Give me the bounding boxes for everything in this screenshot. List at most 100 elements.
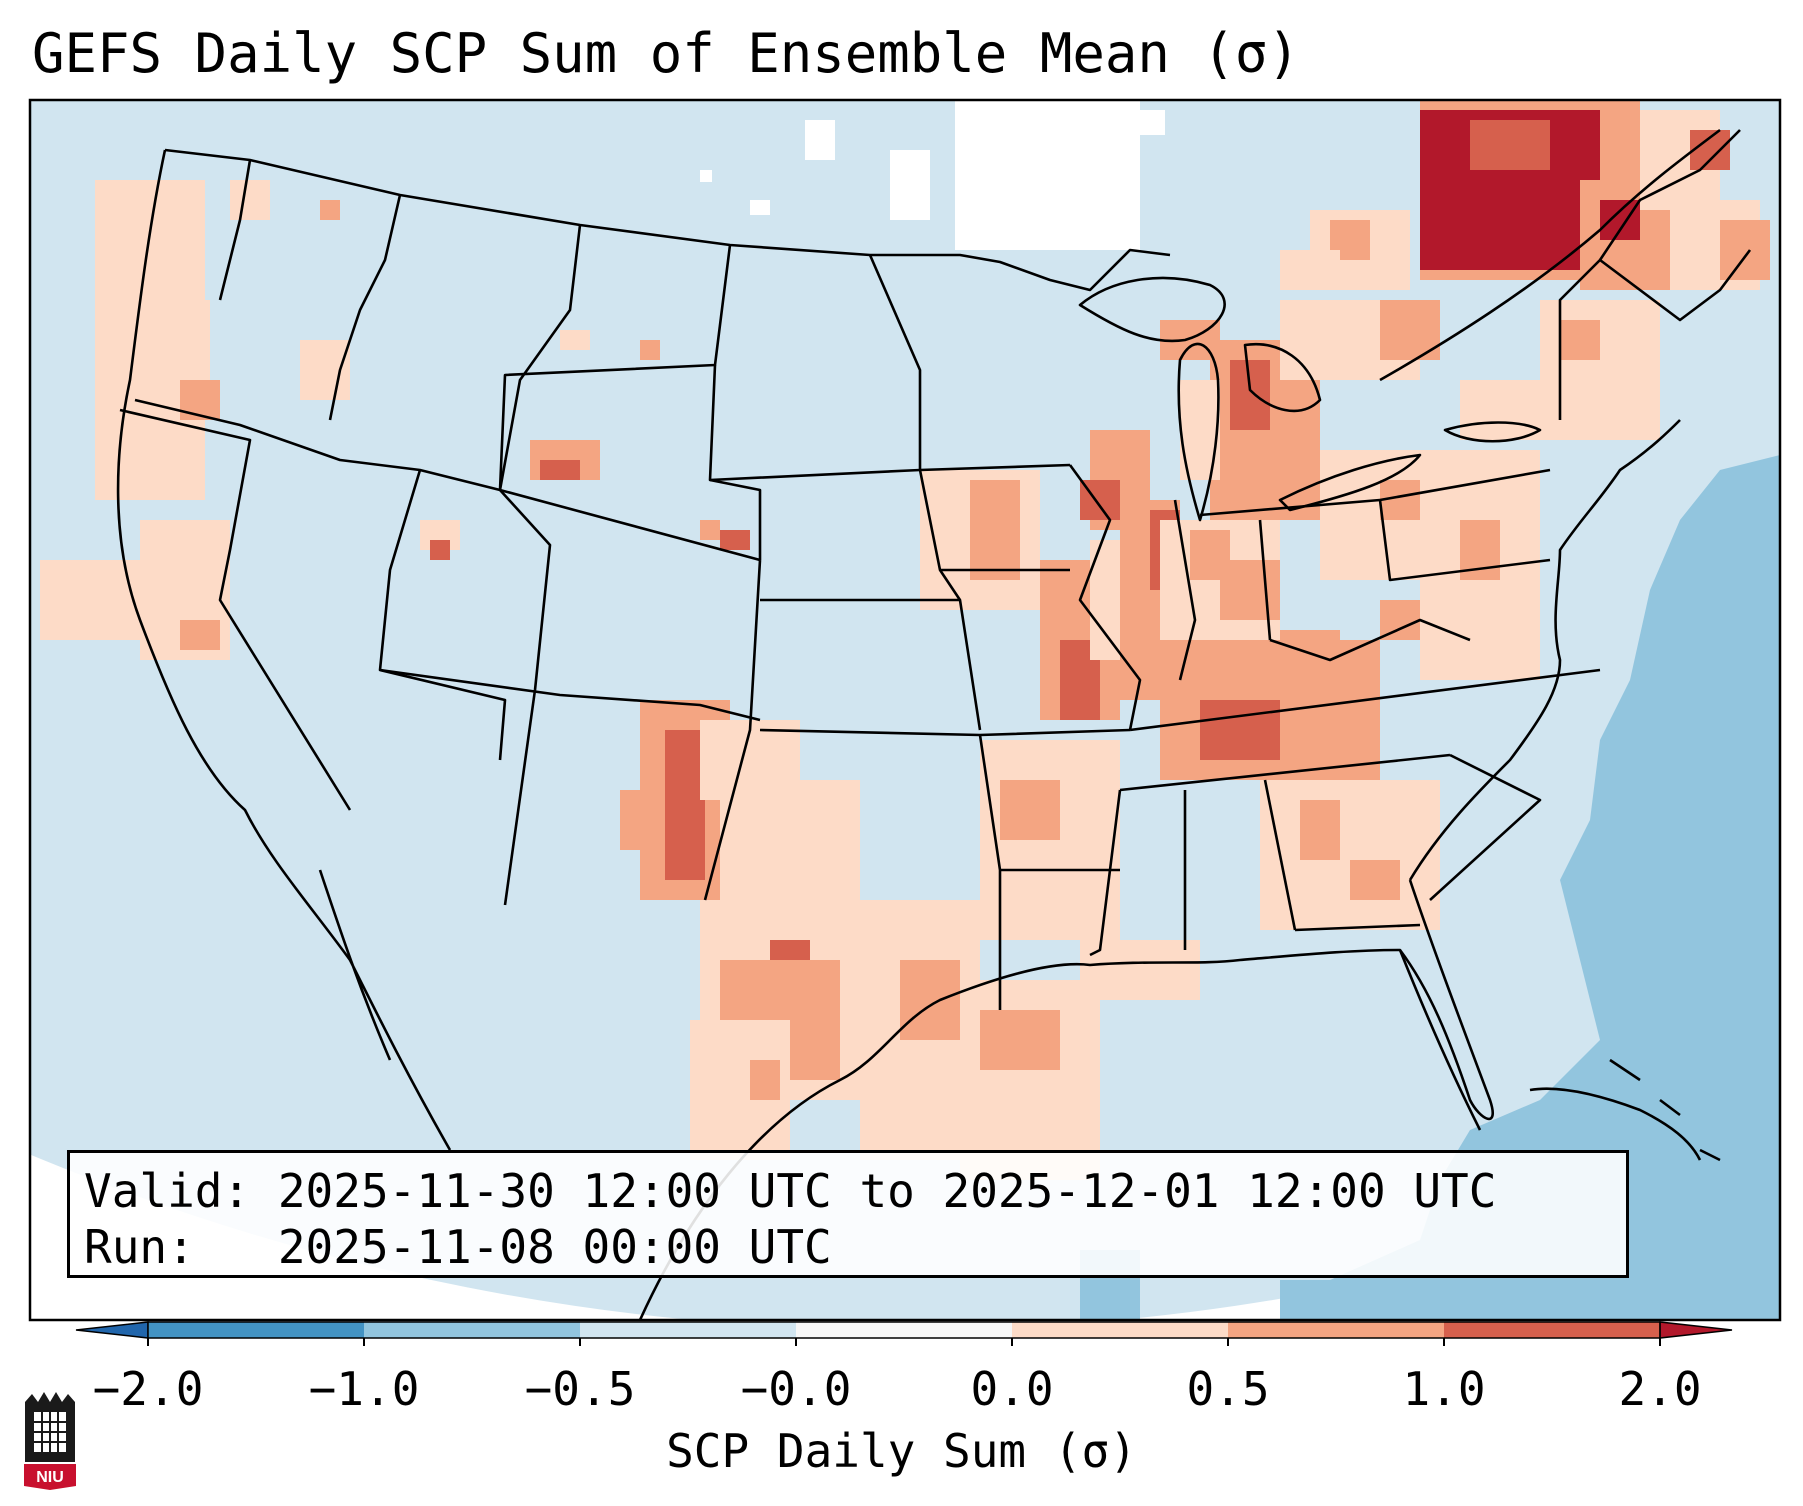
state-boundary — [328, 194, 402, 421]
colorbar-bin — [364, 1322, 580, 1338]
logo-text: NIU — [36, 1469, 64, 1486]
gulf-coastline — [638, 879, 1494, 1320]
state-boundary — [1089, 789, 1122, 957]
state-boundary — [1378, 499, 1551, 582]
state-boundary — [218, 159, 252, 301]
near-zero-patch — [955, 100, 1140, 250]
state-boundary — [1258, 519, 1272, 641]
colorbar-tick-label: −0.5 — [524, 1362, 636, 1416]
anomaly-patch — [700, 520, 720, 540]
canada-border — [164, 148, 1171, 292]
near-zero-patch — [700, 170, 712, 182]
logo-shield — [24, 1464, 76, 1490]
colorbar-bin — [148, 1322, 364, 1338]
anomaly-patch — [1300, 800, 1340, 860]
anomaly-patch — [970, 480, 1020, 580]
state-boundary — [498, 244, 732, 491]
anomaly-patch — [900, 960, 960, 1040]
colorbar-over-arrow — [1659, 1321, 1733, 1339]
map-frame — [28, 98, 1782, 1322]
anomaly-patch — [1380, 600, 1420, 640]
pacific-coastline — [116, 149, 352, 961]
anomaly-patch — [560, 330, 590, 350]
atlantic-negative-area — [1330, 455, 1780, 1320]
colorbar-tick-label: −2.0 — [92, 1362, 204, 1416]
anomaly-patch — [230, 180, 270, 220]
anomaly-patch — [150, 300, 210, 390]
projection-disc — [30, 100, 1780, 1320]
colorbar-bin — [1444, 1322, 1660, 1338]
state-boundary — [1269, 618, 1471, 662]
anomaly-patch — [1080, 940, 1200, 1000]
anomaly-patch — [1600, 200, 1640, 240]
anomaly-patch — [40, 560, 140, 640]
anomaly-patch — [430, 540, 450, 560]
state-boundary — [1429, 753, 1542, 901]
florida-coastline — [1398, 949, 1482, 1131]
colorbar-under-arrow — [75, 1321, 149, 1339]
atlantic-coastline — [1408, 419, 1681, 881]
anomaly-patch — [320, 200, 340, 220]
colorbar-tick-label: −0.0 — [740, 1362, 852, 1416]
colorbar-bin — [1228, 1322, 1444, 1338]
anomaly-patch — [665, 730, 705, 880]
state-boundary — [1173, 499, 1197, 681]
state-boundary — [1068, 464, 1142, 731]
state-boundary — [1263, 779, 1297, 931]
run-time: Run: 2025-11-08 00:00 UTC — [84, 1220, 832, 1274]
anomaly-patch — [1220, 560, 1280, 620]
lake-michigan — [1177, 342, 1220, 522]
logo-grid — [34, 1412, 66, 1452]
state-boundary — [708, 364, 762, 560]
state-boundary — [134, 398, 501, 492]
niu-logo: NIU — [24, 1392, 76, 1490]
bahamas-coastline — [1609, 1058, 1721, 1162]
coastlines-borders — [116, 128, 1752, 1320]
lake-huron — [1243, 342, 1322, 413]
state-boundary — [499, 488, 761, 562]
anomaly-patch — [180, 380, 220, 420]
anomaly-patch — [1200, 700, 1280, 760]
near-zero-patch — [750, 200, 770, 215]
anomaly-patch — [180, 620, 220, 650]
state-boundary — [1119, 753, 1451, 792]
lake-erie — [1278, 453, 1422, 512]
near-zero-areas — [700, 100, 1620, 250]
lake-ontario — [1443, 421, 1542, 443]
anomaly-patch — [540, 460, 580, 480]
valid-time: Valid: 2025-11-30 12:00 UTC to 2025-12-0… — [84, 1164, 1497, 1218]
anomaly-patch — [1350, 860, 1400, 900]
lake-superior — [1078, 276, 1226, 343]
anomaly-patch — [1260, 780, 1440, 930]
baja-coastline — [318, 869, 452, 1151]
state-boundary — [379, 668, 761, 722]
anomaly-patch — [1000, 780, 1060, 840]
colorbar-tick-label: 0.0 — [970, 1362, 1054, 1416]
anomaly-patch — [980, 1010, 1060, 1070]
anomaly-patch — [1470, 120, 1550, 170]
state-boundary — [703, 559, 762, 901]
anomaly-patch — [640, 340, 660, 360]
chart-title: GEFS Daily SCP Sum of Ensemble Mean (σ) — [32, 22, 1300, 85]
anomaly-patch — [1320, 450, 1540, 580]
colorbar-tick-label: −1.0 — [308, 1362, 420, 1416]
colorbar-tick-label: 2.0 — [1618, 1362, 1702, 1416]
colorbar-bin — [1012, 1322, 1228, 1338]
colorbar-tick-label: 0.5 — [1186, 1362, 1270, 1416]
valid-info-box: Valid: 2025-11-30 12:00 UTC to 2025-12-0… — [67, 1150, 1629, 1278]
anomaly-patch — [750, 1060, 780, 1100]
colorbar-label: SCP Daily Sum (σ) — [666, 1424, 1137, 1478]
near-zero-patch — [890, 150, 930, 220]
state-boundary — [1199, 498, 1381, 517]
anomaly-patch — [1720, 220, 1770, 280]
anomaly-patch — [300, 340, 350, 400]
near-zero-patch — [805, 120, 835, 160]
anomaly-patch — [1460, 380, 1540, 440]
colorbar-bin — [580, 1322, 796, 1338]
anomaly-patch — [620, 790, 660, 850]
colorbar-tick-label: 1.0 — [1402, 1362, 1486, 1416]
colorbar-frame — [147, 1321, 1661, 1339]
state-boundary — [868, 254, 922, 470]
negative-patch — [1280, 1280, 1330, 1320]
state-boundary — [498, 224, 582, 691]
